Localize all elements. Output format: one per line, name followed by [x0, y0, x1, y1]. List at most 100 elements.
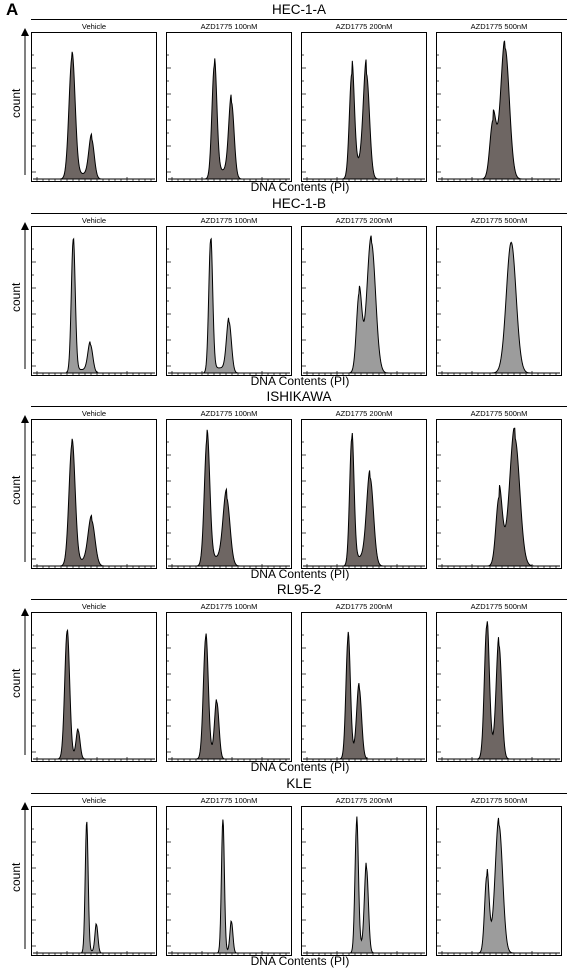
y-axis-arrow [21, 222, 29, 369]
condition-label: Vehicle [81, 602, 107, 611]
condition-label: Vehicle [81, 22, 107, 31]
histogram-area [438, 621, 560, 760]
histogram-area [303, 59, 425, 180]
histogram-plot [31, 419, 157, 569]
condition-label: AZD1775 500nM [470, 216, 528, 225]
histogram-plot [166, 419, 292, 569]
plot-frame [166, 419, 292, 569]
histogram-area [168, 58, 290, 180]
histogram-area [168, 633, 290, 760]
plot-frame [301, 612, 427, 762]
histogram-plot [301, 419, 427, 569]
histogram-plot [166, 226, 292, 376]
title-underline [31, 599, 567, 600]
histogram-panel: AZD1775 200nM [301, 409, 427, 571]
histogram-plot [301, 226, 427, 376]
histogram-plot [31, 612, 157, 762]
plot-frame [436, 612, 562, 762]
y-axis-arrowhead [21, 802, 29, 810]
histogram-area [438, 817, 560, 954]
cell-line-title: HEC-1-A [271, 2, 326, 17]
histogram-area [33, 821, 155, 954]
histogram-area [168, 237, 290, 374]
x-axis-label: DNA Contents (PI) [250, 760, 350, 774]
histogram-area [33, 438, 155, 567]
histogram-panel: AZD1775 100nM [166, 602, 292, 764]
histogram-panel: AZD1775 500nM [436, 796, 562, 958]
histogram-area [303, 433, 425, 567]
plot-frame [436, 32, 562, 182]
histogram-area [438, 40, 560, 180]
x-axis-label: DNA Contents (PI) [250, 374, 350, 388]
histogram-panel: AZD1775 200nM [301, 602, 427, 764]
histogram-plot [436, 612, 562, 762]
y-axis-arrowhead [21, 608, 29, 616]
histogram-panel: Vehicle [31, 409, 157, 571]
y-axis-arrow [21, 415, 29, 562]
plot-frame [166, 32, 292, 182]
condition-label: AZD1775 100nM [200, 22, 258, 31]
histogram-plot [436, 226, 562, 376]
condition-label: AZD1775 200nM [335, 22, 393, 31]
x-axis-label: DNA Contents (PI) [250, 954, 350, 968]
histogram-plot [436, 419, 562, 569]
condition-label: AZD1775 500nM [470, 796, 528, 805]
histogram-panel: AZD1775 100nM [166, 216, 292, 378]
histogram-area [303, 235, 425, 374]
histogram-plot [31, 226, 157, 376]
y-axis-arrowhead [21, 415, 29, 423]
cell-line-row: RL95-2 count Vehicle AZD1775 100nM AZD1775 2… [0, 582, 571, 774]
condition-label: AZD1775 100nM [200, 796, 258, 805]
histogram-plot [301, 612, 427, 762]
histogram-panel: AZD1775 100nM [166, 409, 292, 571]
plot-frame [31, 806, 157, 956]
condition-label: AZD1775 200nM [335, 409, 393, 418]
histogram-plot [166, 612, 292, 762]
histogram-area [168, 819, 290, 954]
histogram-panel: AZD1775 100nM [166, 796, 292, 958]
histogram-plot [31, 806, 157, 956]
histogram-panel: AZD1775 200nM [301, 22, 427, 184]
x-axis-label: DNA Contents (PI) [250, 567, 350, 581]
histogram-panel: AZD1775 200nM [301, 216, 427, 378]
histogram-panel: AZD1775 500nM [436, 409, 562, 571]
plot-frame [31, 419, 157, 569]
histogram-panel: AZD1775 100nM [166, 22, 292, 184]
histogram-area [438, 427, 560, 567]
histogram-plot [301, 32, 427, 182]
histogram-panel: AZD1775 200nM [301, 796, 427, 958]
condition-label: AZD1775 500nM [470, 22, 528, 31]
plot-frame [166, 806, 292, 956]
histogram-area [168, 429, 290, 567]
condition-label: AZD1775 100nM [200, 216, 258, 225]
condition-label: AZD1775 500nM [470, 409, 528, 418]
plot-frame [166, 612, 292, 762]
histogram-panel: Vehicle [31, 22, 157, 184]
cell-line-title: HEC-1-B [271, 196, 326, 211]
condition-label: Vehicle [81, 216, 107, 225]
histogram-panel: AZD1775 500nM [436, 602, 562, 764]
cell-line-title: RL95-2 [276, 582, 322, 597]
histogram-plot [166, 32, 292, 182]
condition-label: AZD1775 200nM [335, 796, 393, 805]
condition-label: AZD1775 100nM [200, 602, 258, 611]
plot-frame [301, 419, 427, 569]
y-axis-arrow [21, 28, 29, 175]
condition-label: AZD1775 200nM [335, 216, 393, 225]
histogram-panel: AZD1775 500nM [436, 216, 562, 378]
condition-label: Vehicle [81, 409, 107, 418]
plot-frame [31, 612, 157, 762]
cell-line-row: KLE count Vehicle AZD1775 100nM AZD1775 200n… [0, 776, 571, 968]
histogram-panel: Vehicle [31, 216, 157, 378]
histogram-plot [166, 806, 292, 956]
cell-line-row: HEC-1-B count Vehicle AZD1775 100nM AZD1775 … [0, 196, 571, 388]
histogram-area [33, 628, 155, 760]
cell-line-row: HEC-1-A count Vehicle AZD1775 100nM AZD1775 … [0, 2, 571, 194]
title-underline [31, 793, 567, 794]
histogram-plot [31, 32, 157, 182]
x-axis-label: DNA Contents (PI) [250, 180, 350, 194]
title-underline [31, 19, 567, 20]
histogram-panel: AZD1775 500nM [436, 22, 562, 184]
y-axis-arrowhead [21, 222, 29, 230]
